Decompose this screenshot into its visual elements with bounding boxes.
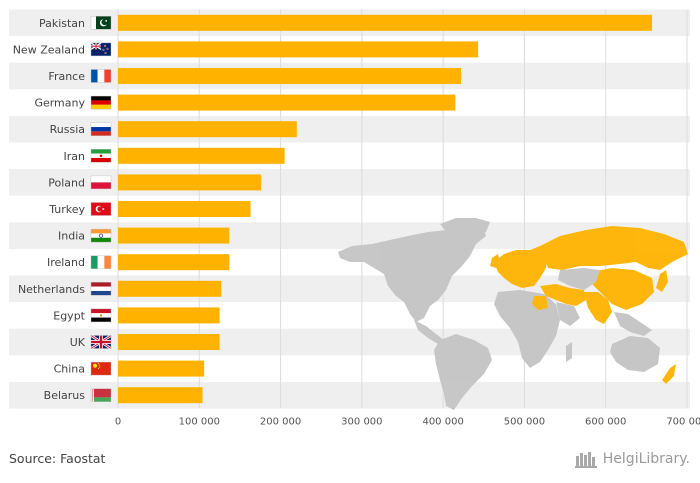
map-new-zealand [662,364,676,384]
bar [118,121,297,138]
bar [118,387,203,404]
x-tick-label: 400 000 [422,417,463,428]
brand-name: HelgiLibrary. [602,451,690,467]
bar [118,147,285,164]
china-flag [90,361,112,376]
map-russia [540,226,688,270]
x-tick-label: 500 000 [504,417,545,428]
category-label: Pakistan [39,17,85,30]
category-label: Iran [64,150,86,163]
map-middle-east [540,284,586,306]
india-flag [90,228,112,243]
category-label: Poland [48,176,85,189]
russia-flag [90,122,112,136]
brand-logo: HelgiLibrary. [574,450,690,468]
map-greenland [440,218,490,242]
x-tick-label: 200 000 [260,417,301,428]
bar [118,174,262,191]
category-label: France [48,70,85,83]
bars [118,14,653,404]
category-label: China [54,363,85,376]
map-south-america [434,334,492,410]
bar [118,227,230,244]
world-map [338,218,688,410]
bar [118,68,462,84]
france-flag [90,69,112,83]
map-europe [494,246,548,288]
category-label: UK [70,336,86,349]
uk-flag [90,334,112,350]
map-uk-ireland [490,254,500,268]
map-egypt [532,296,548,310]
new-zealand-flag [90,42,112,57]
map-africa [494,290,560,368]
map-central-america [414,320,444,344]
map-south-asia [584,292,612,324]
x-tick-label: 700 000 [666,417,700,428]
bar [118,14,653,31]
bar [118,94,456,111]
germany-flag [90,95,112,110]
netherlands-flag [90,282,112,296]
x-axis-ticks: 0 100 000 200 000 300 000 400 000 500 000 600 … [115,417,700,428]
map-central-asia [558,268,600,290]
map-japan [656,270,668,292]
category-label: Russia [50,123,85,136]
pakistan-flag [90,16,112,30]
bar [118,334,220,350]
turkey-flag [90,202,112,216]
category-label: New Zealand [13,43,85,56]
library-icon [574,452,597,468]
egypt-flag [90,308,112,323]
category-label: Egypt [53,309,85,322]
category-label: Germany [34,97,85,110]
x-tick-label: 300 000 [341,417,382,428]
map-madagascar [566,342,572,362]
category-label: Belarus [44,389,86,402]
poland-flag [90,175,112,190]
category-label: Netherlands [18,283,85,296]
bar [118,41,479,58]
bar [118,201,251,217]
bar [118,254,230,271]
bar [118,280,222,297]
category-label: India [58,230,85,243]
category-label: Ireland [47,256,85,269]
x-tick-label: 100 000 [179,417,220,428]
map-arabia [556,302,580,326]
flag-icons [90,16,112,402]
iran-flag [90,149,112,163]
bar [118,307,220,324]
source-note: Source: Faostat [9,451,106,466]
category-labels: Pakistan New Zealand France Germany Russia Ir… [13,17,86,402]
belarus-flag [90,388,112,402]
bar [118,360,205,377]
map-australia [610,336,660,372]
map-north-america [338,226,486,322]
ireland-flag [90,255,112,269]
category-label: Turkey [48,203,85,216]
map-southeast-asia [614,312,652,336]
x-tick-label: 600 000 [585,417,626,428]
map-china [592,268,654,310]
x-tick-label: 0 [115,417,121,428]
